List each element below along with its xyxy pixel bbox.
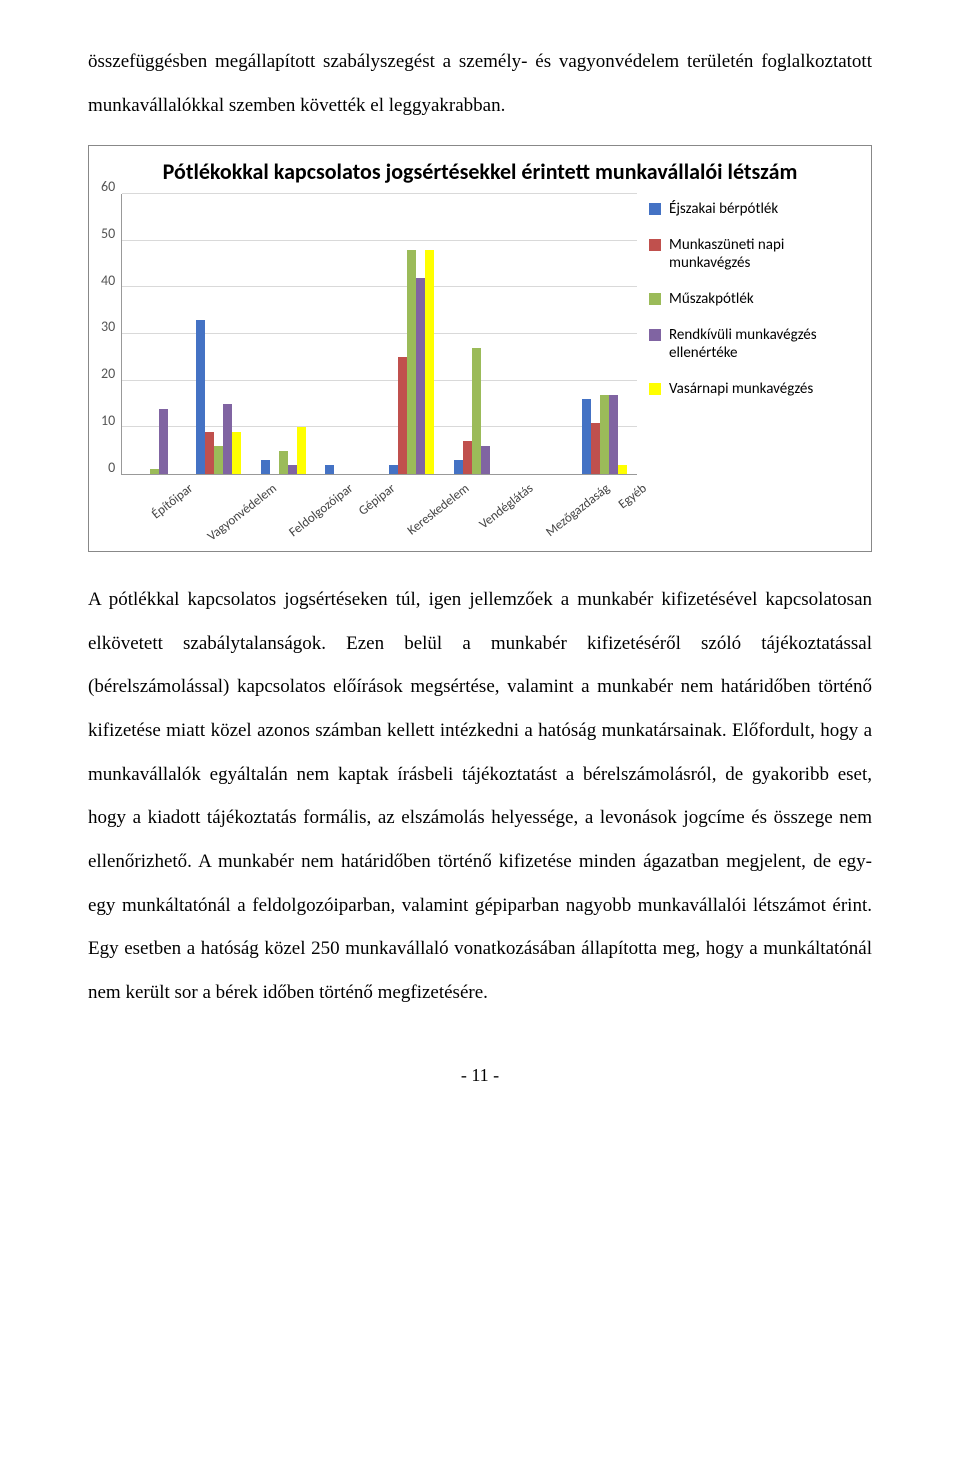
legend-item: Műszakpótlék (649, 290, 859, 308)
chart-bar (416, 278, 425, 474)
chart-bar (297, 427, 306, 474)
chart-container: Pótlékokkal kapcsolatos jogsértésekkel é… (88, 145, 872, 552)
legend-label: Rendkívüli munkavégzés ellenértéke (669, 326, 859, 362)
legend-swatch (649, 293, 661, 305)
chart-x-axis: ÉpítőiparVagyonvédelemFeldolgozóiparGépi… (131, 475, 637, 545)
chart-bar (618, 465, 627, 474)
chart-legend: Éjszakai bérpótlék Munkaszüneti napi munk… (637, 194, 859, 545)
chart-title: Pótlékokkal kapcsolatos jogsértésekkel é… (101, 158, 859, 186)
x-tick-label: Építőipar (131, 475, 179, 545)
x-tick-label: Vagyonvédelem (179, 475, 263, 545)
chart-plot-area (121, 194, 637, 475)
chart-category-group (380, 194, 444, 474)
legend-swatch (649, 329, 661, 341)
chart-bar (472, 348, 481, 474)
chart-category-group (251, 194, 315, 474)
chart-bar (454, 460, 463, 474)
chart-category-group (508, 194, 572, 474)
chart-category-group (315, 194, 379, 474)
legend-swatch (649, 383, 661, 395)
legend-label: Vasárnapi munkavégzés (669, 380, 813, 398)
intro-paragraph-1: összefüggésben megállapított szabályszeg… (88, 40, 872, 127)
chart-bar (150, 469, 159, 474)
chart-bar (159, 409, 168, 474)
chart-bar (214, 446, 223, 474)
chart-bar (425, 250, 434, 474)
chart-bar (196, 320, 205, 474)
chart-bar (600, 395, 609, 474)
chart-bar (582, 399, 591, 474)
chart-bar (232, 432, 241, 474)
chart-bar (481, 446, 490, 474)
legend-item: Munkaszüneti napi munkavégzés (649, 236, 859, 272)
chart-bar (398, 357, 407, 474)
chart-bar (205, 432, 214, 474)
chart-category-group (444, 194, 508, 474)
legend-label: Éjszakai bérpótlék (669, 200, 778, 218)
legend-item: Éjszakai bérpótlék (649, 200, 859, 218)
chart-category-group (122, 194, 186, 474)
legend-item: Rendkívüli munkavégzés ellenértéke (649, 326, 859, 362)
chart-bar (463, 441, 472, 474)
chart-bar (389, 465, 398, 474)
chart-bar (609, 395, 618, 474)
legend-swatch (649, 239, 661, 251)
chart-bar (325, 465, 334, 474)
page-number: - 11 - (88, 1065, 872, 1086)
chart-bar (288, 465, 297, 474)
chart-bar (279, 451, 288, 474)
chart-bar (261, 460, 270, 474)
chart-category-group (573, 194, 637, 474)
legend-item: Vasárnapi munkavégzés (649, 380, 859, 398)
chart-y-axis: 6050403020100 (101, 194, 121, 475)
legend-label: Munkaszüneti napi munkavégzés (669, 236, 859, 272)
chart-category-group (187, 194, 251, 474)
body-paragraph: A pótlékkal kapcsolatos jogsértéseken tú… (88, 578, 872, 1015)
chart-bar (223, 404, 232, 474)
legend-swatch (649, 203, 661, 215)
chart-bar (407, 250, 416, 474)
chart-bar (591, 423, 600, 474)
legend-label: Műszakpótlék (669, 290, 754, 308)
